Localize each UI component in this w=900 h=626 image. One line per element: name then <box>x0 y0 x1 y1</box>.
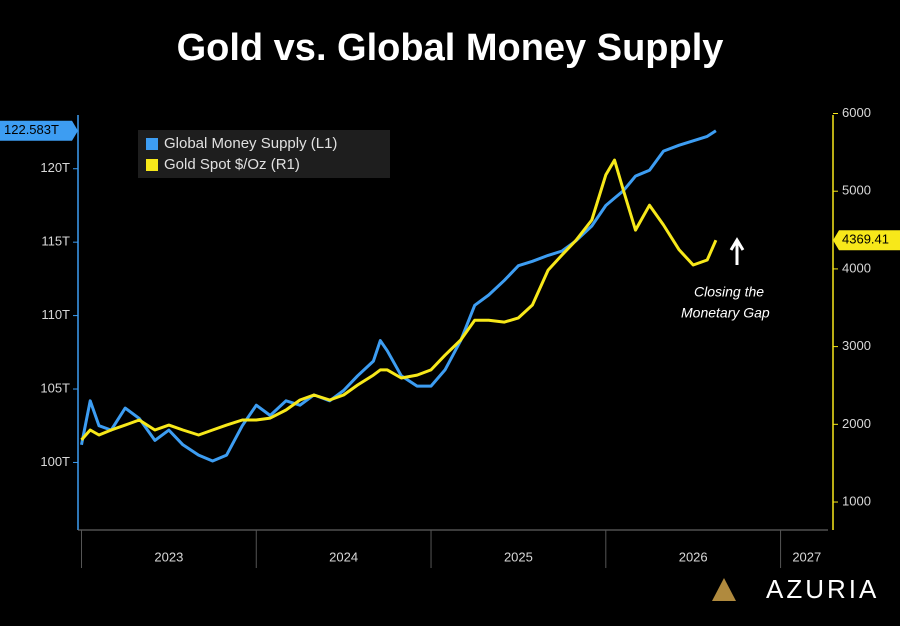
chart-title: Gold vs. Global Money Supply <box>177 27 724 69</box>
y2-tick-label: 5000 <box>842 183 871 198</box>
x-tick-label: 2024 <box>329 549 358 564</box>
y2-tick-label: 4000 <box>842 260 871 275</box>
legend-label: Gold Spot $/Oz (R1) <box>164 156 300 173</box>
x-tick-label: 2023 <box>154 549 183 564</box>
brand-logo <box>712 578 736 601</box>
end-label-box <box>0 120 78 141</box>
end-label-box <box>833 230 900 251</box>
brand: AZURIA <box>766 574 879 604</box>
end-label: 122.583T <box>4 122 59 137</box>
y-tick-label: 115T <box>41 234 70 249</box>
y-tick-label: 100T <box>40 454 70 469</box>
series-line <box>80 129 717 463</box>
x-tick-label: 2027 <box>792 549 821 564</box>
x-tick-label: 2025 <box>504 549 533 564</box>
y2-tick-label: 2000 <box>842 416 871 431</box>
legend-label: Global Money Supply (L1) <box>164 135 337 152</box>
y-tick-label: 105T <box>40 380 70 395</box>
legend-box <box>138 130 390 178</box>
y-tick-label: 110T <box>41 307 70 322</box>
annotation: Closing the <box>694 284 764 300</box>
series-line <box>80 158 718 441</box>
annotation: Monetary Gap <box>681 305 770 321</box>
x-tick-label: 2026 <box>679 549 708 564</box>
legend-swatch <box>146 138 158 150</box>
annotation-arrow <box>729 237 745 265</box>
y2-tick-label: 6000 <box>842 105 871 120</box>
legend-swatch <box>146 159 158 171</box>
y2-tick-label: 1000 <box>842 493 871 508</box>
y2-tick-label: 3000 <box>842 338 871 353</box>
end-label: 4369.41 <box>842 232 889 247</box>
y-tick-label: 120T <box>40 160 70 175</box>
